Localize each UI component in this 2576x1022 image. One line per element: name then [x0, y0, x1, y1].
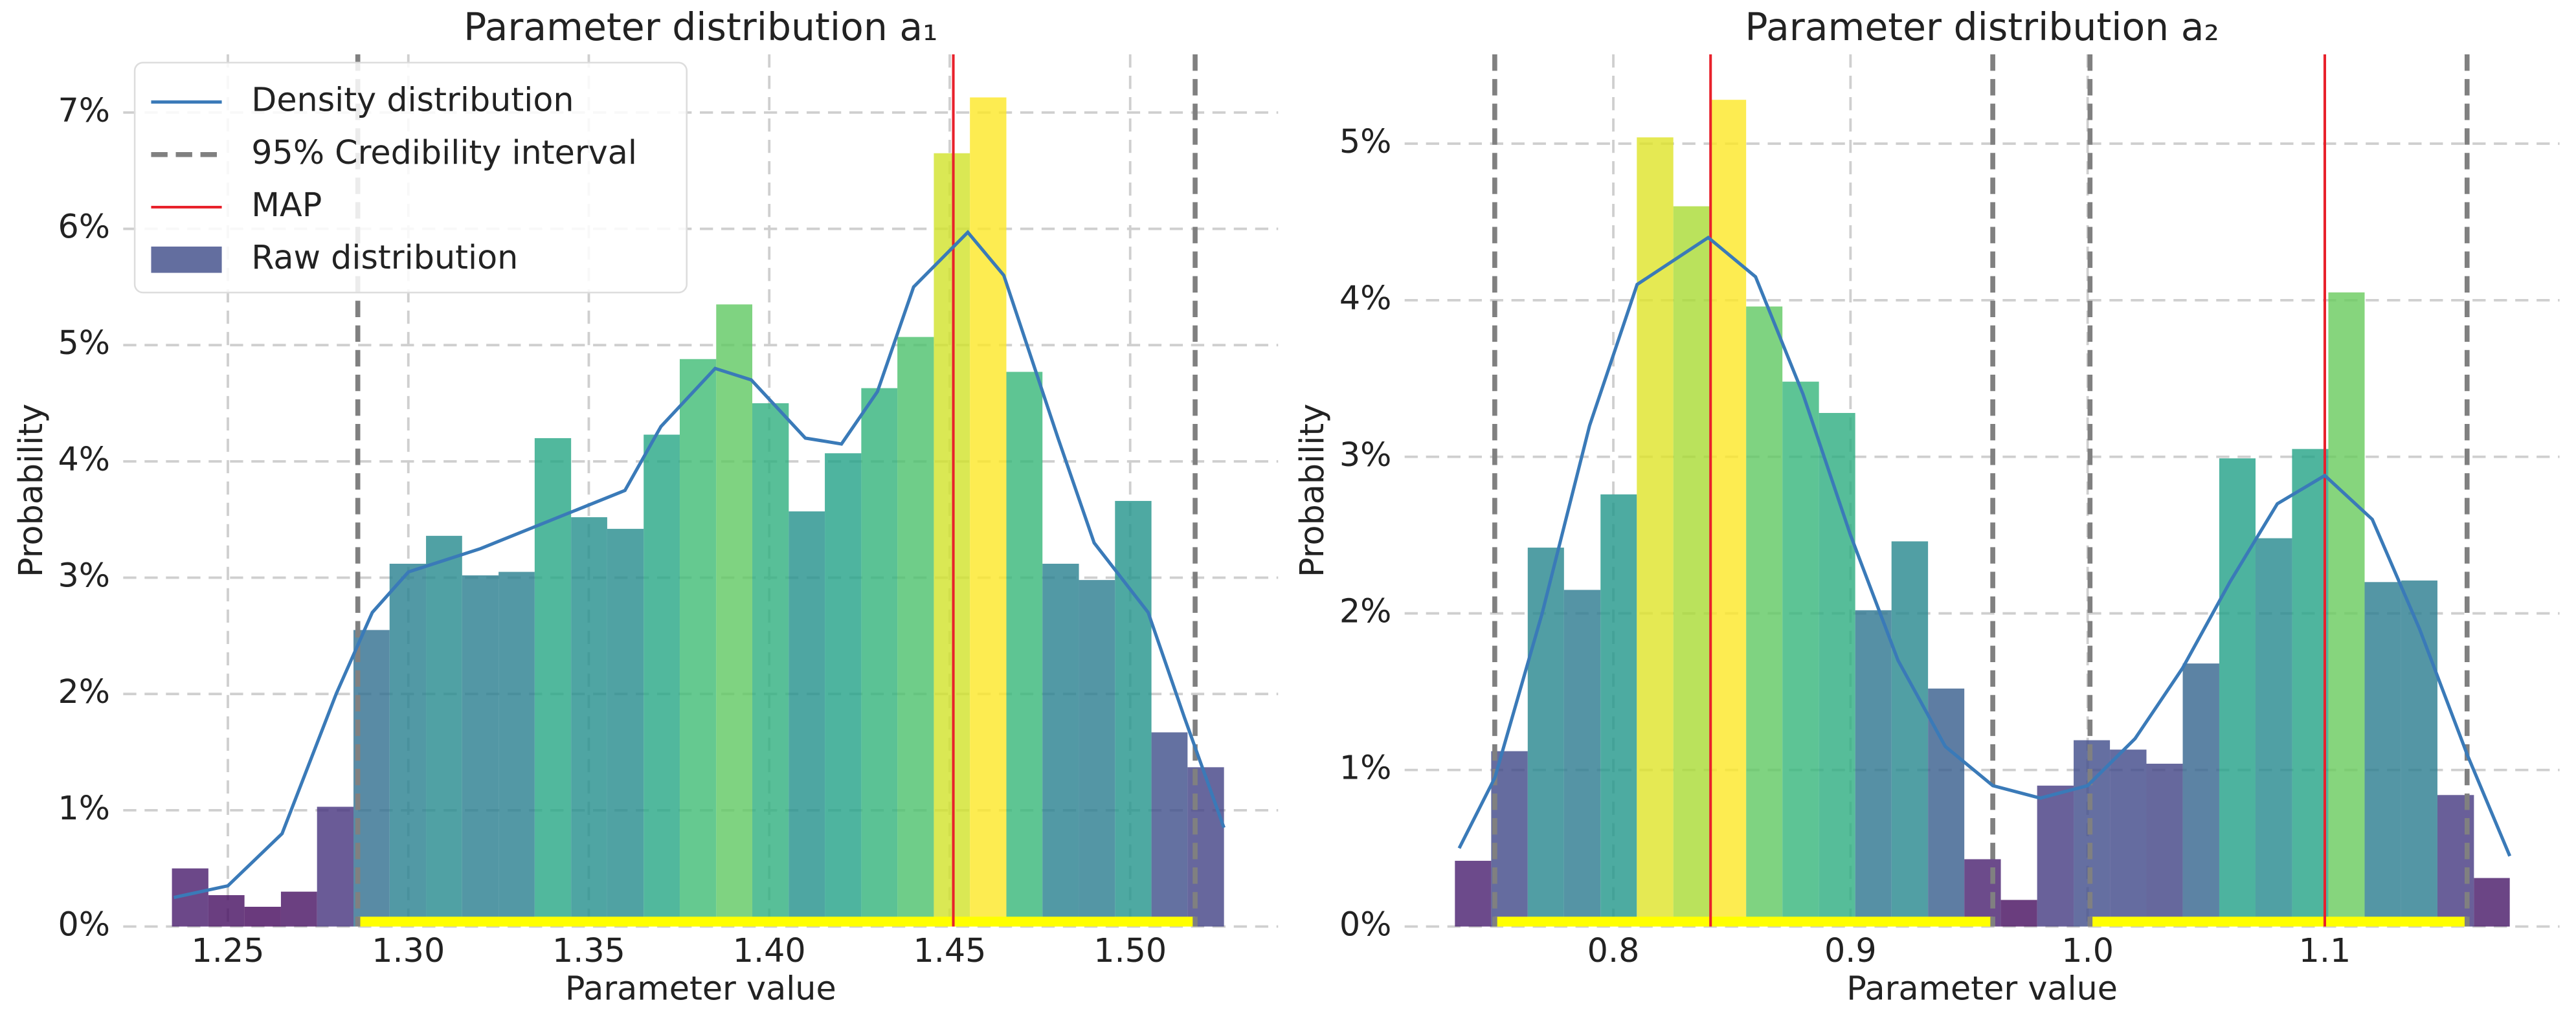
x-tick-label: 0.8	[1587, 931, 1640, 970]
bar	[280, 891, 317, 927]
legend-handle	[151, 246, 222, 273]
credibility-band	[2090, 916, 2467, 927]
bar	[498, 572, 535, 927]
y-tick-label: 1%	[1339, 749, 1392, 787]
y-axis-label: Probability	[1293, 404, 1331, 577]
y-tick-label: 2%	[58, 672, 111, 711]
bar	[1600, 494, 1637, 927]
bar	[1964, 859, 2001, 927]
bar	[2328, 292, 2365, 927]
bar	[2146, 763, 2183, 927]
y-tick-label: 3%	[58, 557, 111, 595]
subplot: Parameter distribution a₁ Parameter value…	[12, 5, 1279, 1007]
bar	[1527, 548, 1564, 927]
bar	[317, 806, 353, 927]
bar	[2364, 582, 2401, 927]
legend-label: Raw distribution	[251, 238, 518, 276]
credibility-band	[357, 916, 1196, 927]
y-tick-label: 5%	[58, 324, 111, 362]
bar	[534, 438, 572, 927]
y-tick-label: 5%	[1339, 122, 1392, 161]
x-tick-label: 1.1	[2299, 931, 2351, 970]
y-tick-label: 2%	[1339, 592, 1392, 630]
bar	[208, 895, 245, 927]
credibility-band	[1494, 916, 1993, 927]
x-tick-label: 1.25	[191, 931, 264, 970]
bar	[1491, 751, 1528, 927]
bar	[752, 403, 789, 927]
bar	[1079, 580, 1115, 927]
bar	[716, 304, 753, 927]
density-line	[1457, 235, 2512, 857]
bar	[1855, 610, 1892, 927]
legend-label: 95% Credibility interval	[251, 133, 637, 172]
bar	[2474, 878, 2510, 927]
bar	[861, 388, 898, 927]
bar	[426, 535, 462, 927]
bar	[1042, 563, 1079, 927]
y-tick-label: 0%	[58, 905, 111, 944]
x-tick-label: 0.9	[1824, 931, 1877, 970]
bar	[679, 359, 717, 927]
bar	[970, 97, 1007, 927]
bar	[1563, 590, 1601, 927]
bar	[1891, 541, 1929, 927]
bar	[1115, 500, 1152, 927]
legend-box	[133, 61, 688, 294]
x-tick-label: 1.35	[552, 931, 625, 970]
x-tick-label: 1.45	[913, 931, 986, 970]
subplot: Parameter distribution a₂ Parameter value…	[1293, 5, 2560, 1007]
legend-label: Density distribution	[251, 81, 574, 119]
chart-title: Parameter distribution a₂	[1745, 5, 2219, 49]
y-tick-label: 4%	[58, 440, 111, 478]
x-tick-label: 1.40	[733, 931, 806, 970]
bar	[1746, 306, 1783, 927]
bar	[2182, 663, 2219, 927]
bar	[1709, 100, 1747, 927]
bar	[1673, 206, 1710, 927]
y-axis-label: Probability	[12, 404, 50, 577]
bar	[1455, 860, 1492, 927]
bar	[1637, 137, 1674, 927]
bar	[2219, 458, 2256, 927]
bar	[462, 575, 499, 927]
y-tick-label: 6%	[58, 208, 111, 246]
x-tick-label: 1.50	[1093, 931, 1167, 970]
y-tick-label: 1%	[58, 789, 111, 827]
bar	[244, 906, 281, 927]
bar	[2401, 580, 2437, 927]
bar	[934, 153, 970, 927]
bar	[789, 511, 825, 927]
x-tick-label: 1.30	[372, 931, 445, 970]
bar	[825, 453, 862, 927]
bar	[2000, 900, 2037, 927]
x-axis-label: Parameter value	[1846, 969, 2118, 1007]
bar	[607, 529, 644, 927]
bar	[389, 563, 427, 927]
bar	[1782, 381, 1819, 927]
y-tick-label: 3%	[1339, 436, 1392, 474]
bar	[571, 517, 607, 927]
bar	[644, 434, 680, 927]
legend-label: MAP	[251, 186, 322, 224]
bar	[2256, 538, 2292, 927]
x-tick-label: 1.0	[2061, 931, 2114, 970]
bar	[1151, 732, 1188, 927]
density-line	[173, 230, 1226, 900]
bar	[2292, 449, 2329, 927]
legend: Density distribution 95% Credibility inte…	[133, 61, 688, 294]
x-axis-label: Parameter value	[565, 969, 836, 1007]
bar	[2110, 750, 2147, 927]
y-tick-label: 4%	[1339, 279, 1392, 317]
bar	[2037, 785, 2074, 927]
chart-title: Parameter distribution a₁	[464, 5, 937, 49]
y-tick-label: 0%	[1339, 905, 1392, 944]
y-tick-label: 7%	[58, 91, 111, 129]
bar	[1006, 372, 1043, 927]
bar	[1819, 413, 1855, 927]
bar	[897, 337, 934, 927]
